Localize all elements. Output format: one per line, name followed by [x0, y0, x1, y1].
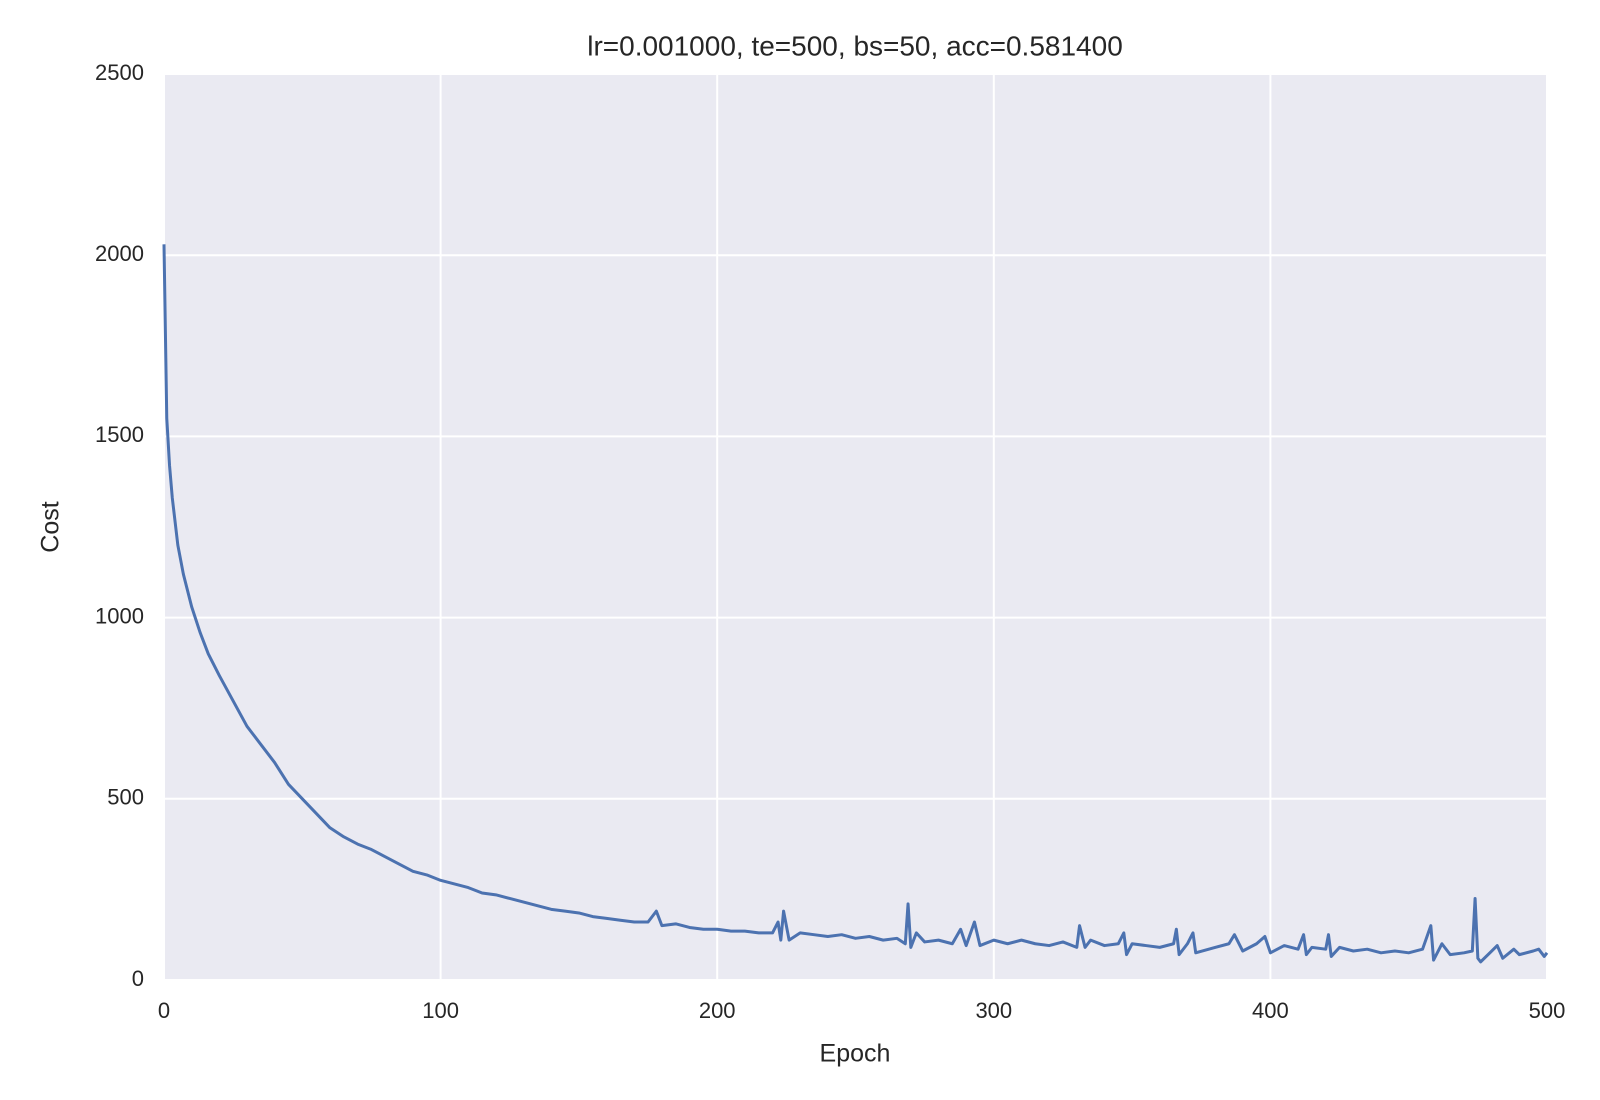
y-tick-label: 2500	[95, 60, 144, 85]
x-tick-label: 300	[975, 998, 1012, 1023]
y-tick-label: 1000	[95, 603, 144, 628]
x-tick-label: 400	[1252, 998, 1289, 1023]
chart-title: lr=0.001000, te=500, bs=50, acc=0.581400	[587, 30, 1123, 61]
y-tick-label: 2000	[95, 241, 144, 266]
y-tick-label: 0	[132, 966, 144, 991]
x-tick-label: 500	[1529, 998, 1566, 1023]
x-axis-label: Epoch	[820, 1040, 891, 1068]
x-tick-label: 200	[699, 998, 736, 1023]
x-tick-label: 0	[158, 998, 170, 1023]
plot-area	[164, 74, 1547, 980]
y-tick-label: 500	[107, 785, 144, 810]
y-axis-label: Cost	[37, 501, 65, 552]
data-line	[162, 244, 1549, 964]
y-tick-label: 1500	[95, 422, 144, 447]
x-tick-label: 100	[422, 998, 459, 1023]
